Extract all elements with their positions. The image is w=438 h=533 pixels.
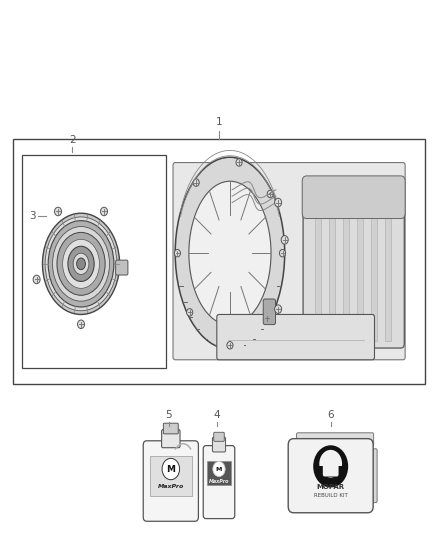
Bar	[315, 192, 321, 341]
Ellipse shape	[73, 253, 89, 274]
Ellipse shape	[189, 181, 271, 325]
FancyBboxPatch shape	[143, 441, 198, 521]
Bar	[343, 192, 349, 341]
Circle shape	[55, 207, 61, 216]
Circle shape	[281, 236, 288, 244]
Circle shape	[275, 198, 282, 207]
Circle shape	[279, 249, 286, 257]
FancyBboxPatch shape	[173, 163, 405, 360]
Text: M: M	[216, 466, 222, 472]
Bar	[22, 155, 166, 368]
Circle shape	[78, 320, 85, 328]
Bar	[371, 192, 377, 341]
Ellipse shape	[48, 221, 114, 307]
FancyBboxPatch shape	[263, 299, 276, 325]
FancyBboxPatch shape	[163, 423, 178, 434]
Bar	[150, 456, 192, 496]
Text: 3: 3	[29, 211, 36, 221]
Text: 2: 2	[69, 135, 76, 145]
Circle shape	[314, 446, 347, 487]
FancyBboxPatch shape	[212, 437, 226, 452]
Ellipse shape	[77, 258, 85, 270]
Bar	[329, 192, 335, 341]
Circle shape	[275, 305, 282, 313]
FancyBboxPatch shape	[203, 446, 235, 519]
Ellipse shape	[45, 217, 117, 311]
Circle shape	[100, 207, 108, 216]
Text: MaxPro: MaxPro	[158, 484, 184, 489]
Text: 1: 1	[215, 117, 223, 127]
Text: 4: 4	[213, 410, 220, 420]
Circle shape	[213, 462, 225, 477]
FancyBboxPatch shape	[323, 462, 339, 477]
FancyBboxPatch shape	[214, 432, 224, 441]
Circle shape	[187, 309, 193, 316]
Ellipse shape	[53, 227, 110, 301]
FancyBboxPatch shape	[116, 260, 128, 275]
Circle shape	[227, 342, 233, 349]
Bar	[357, 192, 363, 341]
Circle shape	[33, 275, 40, 284]
Circle shape	[193, 179, 199, 187]
Ellipse shape	[57, 232, 105, 295]
FancyBboxPatch shape	[217, 314, 374, 360]
Circle shape	[162, 458, 180, 480]
Circle shape	[174, 249, 180, 257]
FancyBboxPatch shape	[367, 449, 377, 503]
Circle shape	[264, 314, 270, 322]
FancyBboxPatch shape	[303, 182, 404, 348]
Ellipse shape	[175, 157, 285, 349]
Ellipse shape	[42, 213, 120, 314]
FancyBboxPatch shape	[302, 176, 405, 219]
Text: MOPAR: MOPAR	[317, 483, 345, 490]
Text: 5: 5	[165, 410, 172, 420]
Ellipse shape	[68, 246, 94, 281]
FancyBboxPatch shape	[297, 433, 374, 447]
Circle shape	[236, 159, 242, 166]
FancyBboxPatch shape	[162, 430, 180, 448]
Circle shape	[267, 190, 273, 198]
Text: REBUILD KIT: REBUILD KIT	[314, 492, 348, 498]
Ellipse shape	[63, 239, 99, 288]
Circle shape	[319, 450, 342, 478]
Text: MaxPro: MaxPro	[209, 479, 229, 484]
Bar	[385, 192, 391, 341]
FancyBboxPatch shape	[288, 439, 373, 513]
Text: M: M	[166, 465, 175, 473]
Bar	[13, 139, 425, 384]
Bar	[207, 461, 231, 485]
Bar	[316, 466, 346, 477]
Text: 6: 6	[327, 410, 334, 420]
